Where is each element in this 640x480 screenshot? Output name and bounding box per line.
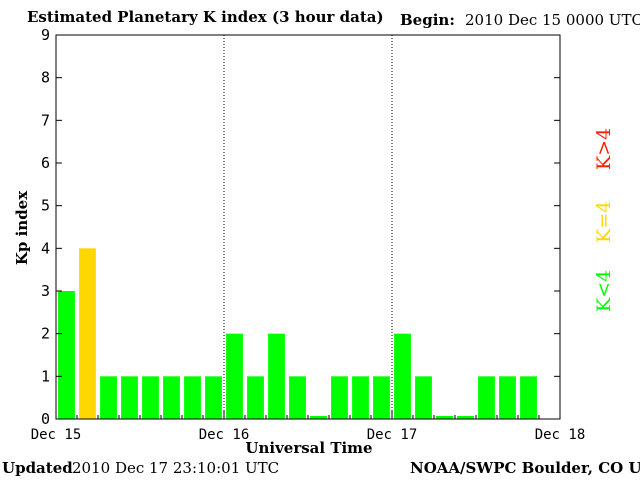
x-axis-label: Universal Time (245, 439, 372, 457)
kp-bar (352, 376, 369, 419)
chart-title: Estimated Planetary K index (3 hour data… (27, 8, 384, 26)
y-tick-label: 2 (41, 325, 50, 343)
kp-bar (100, 376, 117, 419)
kp-bar (184, 376, 201, 419)
kp-bar (205, 376, 222, 419)
kp-bar (58, 291, 75, 419)
y-tick-label: 3 (41, 282, 50, 300)
y-axis-label: Kp index (13, 190, 31, 265)
y-tick-label: 5 (41, 197, 50, 215)
y-tick-label: 8 (41, 69, 50, 87)
begin-value: 2010 Dec 15 0000 UTC (465, 11, 640, 29)
updated-value: 2010 Dec 17 23:10:01 UTC (72, 459, 280, 477)
kp-bar (394, 333, 411, 419)
kp-bar (520, 376, 537, 419)
kp-bar (142, 376, 159, 419)
legend-k-greater-4: K>4 (593, 128, 615, 170)
y-tick-label: 1 (41, 367, 50, 385)
y-tick-label: 9 (41, 26, 50, 44)
x-tick-label: Dec 16 (199, 427, 250, 443)
x-tick-label: Dec 18 (535, 427, 586, 443)
legend-k-equal-4-label: K=4 (593, 200, 615, 243)
y-tick-label: 0 (41, 410, 50, 428)
y-tick-label: 6 (41, 154, 50, 172)
kp-bar (478, 376, 495, 419)
legend-k-less-4-label: K<4 (593, 269, 615, 312)
kp-bar (121, 376, 138, 419)
x-tick-label: Dec 17 (367, 427, 418, 443)
kp-bar (163, 376, 180, 419)
kp-bar (226, 333, 243, 419)
legend-k-greater-4-label: K>4 (593, 127, 615, 170)
y-tick-label: 4 (41, 239, 50, 257)
kp-bar (247, 376, 264, 419)
kp-bar (499, 376, 516, 419)
kp-bar (79, 248, 96, 419)
kp-bar (436, 416, 453, 419)
updated-label: Updated (2, 459, 73, 477)
kp-bar (289, 376, 306, 419)
kp-bar (415, 376, 432, 419)
credit-text: NOAA/SWPC Boulder, CO USA (410, 459, 640, 477)
kp-bar (310, 416, 327, 419)
y-tick-label: 7 (41, 111, 50, 129)
plot-frame (55, 34, 561, 420)
legend-k-less-4: K<4 (593, 270, 615, 312)
kp-bar (457, 416, 474, 419)
kp-bar (331, 376, 348, 419)
kp-bar (373, 376, 390, 419)
legend-k-equal-4: K=4 (593, 201, 615, 243)
begin-label: Begin: (400, 11, 455, 29)
kp-bar (268, 333, 285, 419)
x-tick-label: Dec 15 (31, 427, 82, 443)
